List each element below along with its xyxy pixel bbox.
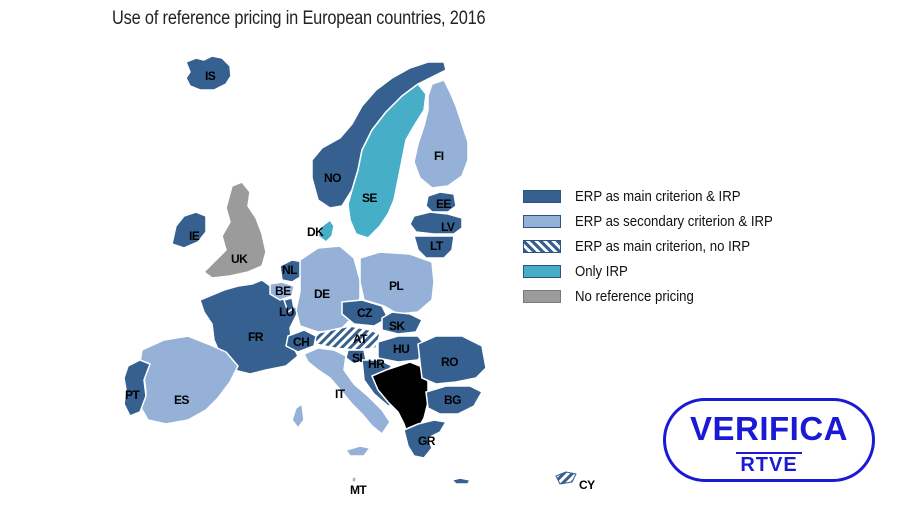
country-SK (381, 311, 423, 335)
label-IE: IE (189, 229, 200, 243)
country-LV (409, 211, 463, 235)
label-GR: GR (418, 434, 436, 448)
legend-label: ERP as secondary criterion & IRP (575, 213, 773, 230)
country-PT (123, 359, 151, 417)
non-covered-balkans (371, 361, 429, 437)
legend-item-erp-main-no-irp: ERP as main criterion, no IRP (523, 234, 800, 259)
map-legend: ERP as main criterion & IRP ERP as secon… (523, 184, 800, 309)
country-CY (555, 471, 577, 485)
country-AT (313, 325, 381, 351)
country-CH (285, 329, 317, 353)
label-DE: DE (314, 287, 330, 301)
watermark-main-text: VERIFICA (689, 410, 848, 447)
label-FR: FR (248, 330, 264, 344)
label-CY: CY (579, 478, 595, 492)
label-BG: BG (444, 393, 461, 407)
label-LV: LV (441, 220, 455, 234)
legend-item-only-irp: Only IRP (523, 259, 800, 284)
label-ES: ES (174, 393, 189, 407)
country-LU (283, 297, 295, 313)
country-IT (303, 347, 391, 435)
label-MT: MT (350, 483, 367, 497)
watermark-sub-text: RTVE (740, 454, 798, 476)
label-UK: UK (231, 252, 248, 266)
legend-label: No reference pricing (575, 288, 694, 305)
legend-swatch-dark-blue (523, 190, 561, 203)
label-BE: BE (275, 284, 291, 298)
label-RO: RO (441, 355, 458, 369)
label-PL: PL (389, 279, 403, 293)
label-AT: AT (353, 332, 368, 346)
label-FI: FI (434, 149, 444, 163)
country-NO (311, 61, 447, 209)
country-BG (425, 385, 483, 415)
legend-swatch-teal (523, 265, 561, 278)
label-IT: IT (335, 387, 346, 401)
country-GR (403, 419, 447, 459)
country-BE (269, 281, 295, 301)
country-IT-sardinia (291, 403, 305, 429)
country-GR-crete (451, 477, 471, 485)
country-CZ (341, 299, 389, 327)
label-SE: SE (362, 191, 377, 205)
legend-item-erp-secondary-irp: ERP as secondary criterion & IRP (523, 209, 800, 234)
country-UK (203, 181, 267, 279)
legend-item-erp-main-irp: ERP as main criterion & IRP (523, 184, 800, 209)
country-IS (185, 55, 232, 91)
country-RO (417, 335, 487, 385)
legend-swatch-gray (523, 290, 561, 303)
label-LT: LT (430, 239, 444, 253)
country-SE (347, 83, 427, 239)
label-NO: NO (324, 171, 341, 185)
legend-swatch-light-blue (523, 215, 561, 228)
country-IT-sicily (345, 445, 371, 457)
legend-label: Only IRP (575, 263, 628, 280)
label-NL: NL (282, 263, 297, 277)
legend-swatch-striped (523, 240, 561, 253)
country-LT (413, 235, 455, 259)
label-CZ: CZ (357, 306, 372, 320)
country-labels: IS NO SE FI EE LV LT DK IE UK NL BE LU D… (125, 69, 596, 497)
label-HR: HR (368, 357, 385, 371)
legend-label: ERP as main criterion, no IRP (575, 238, 751, 255)
label-LU: LU (279, 305, 294, 319)
label-SI: SI (352, 351, 362, 365)
country-EE (425, 191, 457, 213)
label-HU: HU (393, 342, 409, 356)
label-DK: DK (307, 225, 324, 239)
country-MT (351, 475, 357, 483)
label-SK: SK (389, 319, 405, 333)
country-IE (171, 211, 207, 249)
figure-title: Use of reference pricing in European cou… (112, 8, 486, 29)
country-FI (413, 79, 469, 189)
country-PL (359, 251, 435, 315)
legend-label: ERP as main criterion & IRP (575, 188, 741, 205)
label-IS: IS (205, 69, 216, 83)
label-PT: PT (125, 388, 140, 402)
country-DK (317, 219, 335, 243)
label-CH: CH (293, 335, 309, 349)
legend-item-no-reference-pricing: No reference pricing (523, 284, 800, 309)
verifica-rtve-watermark: VERIFICA RTVE (663, 398, 875, 482)
watermark-divider (736, 452, 802, 454)
label-EE: EE (436, 197, 451, 211)
